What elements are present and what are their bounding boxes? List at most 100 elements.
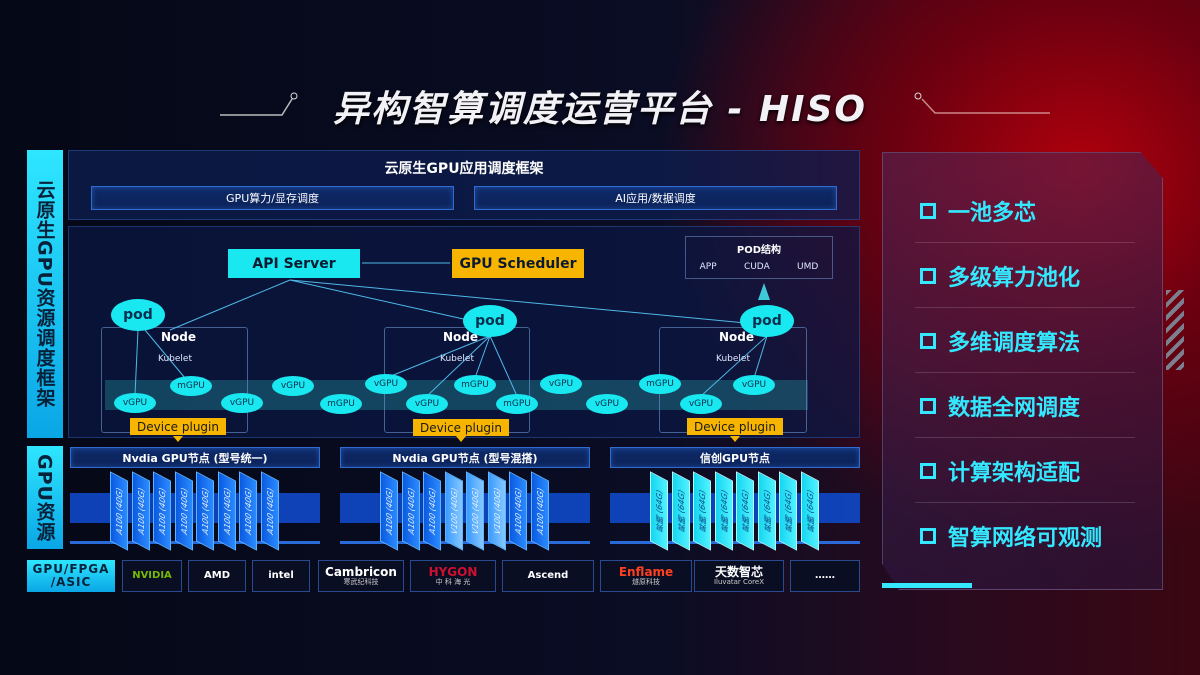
vendor-logo-2: intel xyxy=(252,560,310,592)
feature-label: 计算架构适配 xyxy=(948,461,1081,486)
feature-label: 多级算力池化 xyxy=(948,266,1081,291)
gpu-group-platform xyxy=(610,493,860,523)
gpu-chip-label: 昇腾 (64G) xyxy=(676,488,685,534)
feature-label: 多维调度算法 xyxy=(948,331,1081,356)
hardware-side-label: GPU/FPGA /ASIC xyxy=(27,560,115,592)
vendor-name: 天数智芯 xyxy=(714,565,763,580)
gpu-chip-label: A100 (40G) xyxy=(427,485,437,537)
gpu-chip-label: A100 (40G) xyxy=(535,485,544,537)
gpu-chip: A100 (40G) xyxy=(196,471,214,551)
vendor-name: HYGON xyxy=(428,565,478,580)
feature-label: 数据全网调度 xyxy=(948,396,1081,421)
gpu-chip-label: V100 (40G) xyxy=(449,485,458,537)
gpu-chip-label: 昇腾 (64G) xyxy=(697,488,707,534)
feature-item: 数据全网调度 xyxy=(920,390,1080,422)
vendor-name: Enflame xyxy=(618,565,674,580)
vendor-name: NVIDIA xyxy=(132,569,172,581)
gpu-instance-mgpu: mGPU xyxy=(639,374,681,394)
gpu-chip-label: A100 (40G) xyxy=(114,485,124,537)
gpu-chip-label: 昇腾 (64G) xyxy=(719,488,728,534)
vendor-name: intel xyxy=(268,569,294,581)
vendor-subname: 中 科 海 光 xyxy=(435,577,471,586)
node-label-2: Node xyxy=(443,330,479,344)
gpu-instance-vgpu: vGPU xyxy=(540,374,582,394)
features-panel xyxy=(882,152,1163,590)
gpu-chip-label: A100 (40G) xyxy=(406,485,415,537)
vendor-logo-8: …… xyxy=(790,560,860,592)
gpu-chip: 昇腾 (64G) xyxy=(736,471,754,551)
divider xyxy=(915,372,1135,373)
vendor-logo-6: Enflame 燧原科技 xyxy=(600,560,692,592)
checkbox-icon xyxy=(920,463,936,479)
api-server-box: API Server xyxy=(228,249,360,278)
gpu-chip-label: A100 (40G) xyxy=(179,485,188,537)
gpu-instance-vgpu: vGPU xyxy=(733,375,775,395)
gpu-chip: V100 (40G) xyxy=(487,471,506,551)
gpu-chip: A100 (40G) xyxy=(260,471,279,551)
gpu-instance-vgpu: vGPU xyxy=(680,394,722,414)
page-title: 异构智算调度运营平台 - HISO xyxy=(332,89,868,130)
gpu-instance-mgpu: mGPU xyxy=(320,394,362,414)
vendor-logo-4: HYGON 中 科 海 光 xyxy=(410,560,496,592)
gpu-chip: A100 (40G) xyxy=(217,471,236,551)
gpu-group-title: Nvdia GPU节点 (型号统一) xyxy=(70,447,320,468)
gpu-chip-label: A100 (40G) xyxy=(136,485,145,537)
node-label-3: Node xyxy=(719,330,755,344)
gpu-instance-vgpu: vGPU xyxy=(221,393,263,413)
divider xyxy=(915,437,1135,438)
feature-item: 一池多芯 xyxy=(920,195,1036,227)
gpu-chip: A100 (40G) xyxy=(174,471,193,551)
pod-item-app: APP xyxy=(699,262,717,272)
feature-item: 多维调度算法 xyxy=(920,325,1080,357)
pod-1: pod xyxy=(111,299,165,331)
gpu-chip-label: A100 (40G) xyxy=(513,485,523,537)
gpu-chip-label: 昇腾 (64G) xyxy=(654,488,664,534)
feature-label: 一池多芯 xyxy=(948,201,1037,226)
gpu-instance-vgpu: vGPU xyxy=(114,393,156,413)
platform-edge xyxy=(340,541,590,544)
gpu-chip-label: A100 (40G) xyxy=(384,485,394,537)
kubelet-label-1: Kubelet xyxy=(158,354,192,364)
kubelet-label-3: Kubelet xyxy=(716,354,750,364)
gpu-group-platform xyxy=(70,493,320,523)
vendor-subname: 寒武纪科技 xyxy=(343,577,379,586)
gpu-chip-label: A100 (40G) xyxy=(222,485,231,537)
gpu-chip-label: 昇腾 (64G) xyxy=(783,488,793,534)
gpu-chip: 昇腾 (64G) xyxy=(714,471,733,551)
gpu-chip: A100 (40G) xyxy=(153,471,171,551)
resources-side-label: GPU资源 xyxy=(27,446,63,549)
gpu-instance-vgpu: vGPU xyxy=(272,376,314,396)
pod-item-cuda: CUDA xyxy=(743,262,770,272)
gpu-instance-mgpu: mGPU xyxy=(454,375,496,395)
gpu-instance-vgpu: vGPU xyxy=(365,374,407,394)
kubelet-label-2: Kubelet xyxy=(440,354,474,364)
pod-2: pod xyxy=(463,305,517,337)
vendor-logo-7: 天数智芯 Iluvatar CoreX xyxy=(694,560,784,592)
vendor-logo-1: AMD xyxy=(188,560,246,592)
gpu-instance-mgpu: mGPU xyxy=(496,394,538,414)
gpu-chip: 昇腾 (64G) xyxy=(650,471,668,551)
gpu-chip: A100 (40G) xyxy=(530,471,549,551)
platform-edge xyxy=(610,541,860,544)
gpu-group-platform xyxy=(340,493,590,523)
device-plugin-2: Device plugin xyxy=(413,419,509,436)
gpu-scheduler-box: GPU Scheduler xyxy=(452,249,584,278)
checkbox-icon xyxy=(920,203,936,219)
feature-item: 计算架构适配 xyxy=(920,455,1080,487)
gpu-chip-label: 昇腾 (64G) xyxy=(805,488,814,534)
accent-bar xyxy=(882,583,972,588)
vendor-name: …… xyxy=(815,569,835,581)
gpu-chip-label: V100 (40G) xyxy=(492,485,501,537)
feature-label: 智算网络可观测 xyxy=(948,526,1103,551)
device-plugin-1: Device plugin xyxy=(130,418,226,435)
gpu-chip: 昇腾 (64G) xyxy=(671,471,690,551)
gpu-chip-label: A100 (40G) xyxy=(265,485,274,537)
gpu-instance-vgpu: vGPU xyxy=(586,394,628,414)
checkbox-icon xyxy=(920,333,936,349)
node-label-1: Node xyxy=(161,330,197,344)
checkbox-icon xyxy=(920,398,936,414)
gpu-chip: A100 (40G) xyxy=(239,471,257,551)
gpu-chip-label: V100 (40G) xyxy=(470,485,480,537)
